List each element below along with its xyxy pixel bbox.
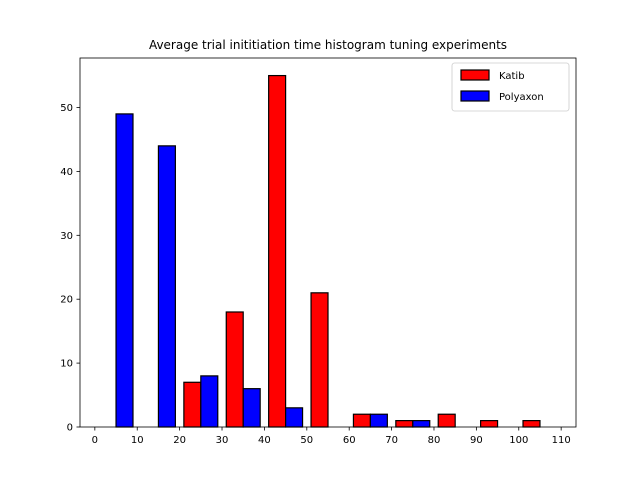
y-tick-label: 10 [60, 359, 73, 370]
x-tick-label: 60 [343, 435, 356, 446]
legend: Katib Polyaxon [451, 62, 570, 112]
chart-title: Average trial inititiation time histogra… [149, 38, 507, 52]
bar-katib-bin-5 [310, 292, 329, 428]
y-tick-label: 40 [60, 167, 73, 178]
legend-label-polyaxon: Polyaxon [499, 92, 544, 103]
y-tick-label: 30 [60, 231, 73, 242]
x-tick-label: 90 [470, 435, 483, 446]
x-tick-label: 80 [428, 435, 441, 446]
bar-katib-bin-6 [352, 413, 371, 428]
bar-polyaxon-bin-6 [369, 413, 388, 428]
bar-polyaxon-bin-0 [115, 113, 134, 428]
bar-katib-bin-10 [522, 420, 541, 428]
x-tick-label: 20 [173, 435, 186, 446]
x-tick-label: 10 [131, 435, 144, 446]
bars-group [115, 74, 541, 428]
y-tick-label: 20 [60, 295, 73, 306]
axes-group: 0 10 20 30 40 50 60 70 80 90 100 110 0 10 20 30 40 50 [60, 57, 577, 446]
bar-katib-bin-4 [268, 74, 287, 428]
legend-swatch-polyaxon [460, 90, 490, 102]
bar-katib-bin-2 [183, 381, 202, 428]
y-tick-label: 0 [67, 423, 73, 434]
bar-katib-bin-9 [480, 420, 499, 428]
x-tick-label: 100 [509, 435, 528, 446]
bar-katib-bin-7 [395, 420, 414, 428]
legend-label-katib: Katib [499, 71, 525, 82]
bar-katib-bin-3 [225, 311, 244, 428]
x-tick-label: 30 [216, 435, 229, 446]
bar-polyaxon-bin-1 [157, 145, 176, 428]
x-tick-label: 40 [258, 435, 271, 446]
x-tick-label: 70 [385, 435, 398, 446]
bar-polyaxon-bin-4 [285, 407, 304, 428]
x-tick-label: 0 [92, 435, 98, 446]
y-tick-label: 50 [60, 103, 73, 114]
plot-frame [79, 57, 577, 428]
bar-polyaxon-bin-2 [200, 375, 219, 428]
bar-katib-bin-8 [437, 413, 456, 428]
legend-swatch-katib [460, 69, 490, 81]
bar-polyaxon-bin-3 [242, 388, 261, 428]
bar-polyaxon-bin-7 [412, 420, 431, 428]
x-tick-label: 110 [552, 435, 571, 446]
x-tick-label: 50 [300, 435, 313, 446]
